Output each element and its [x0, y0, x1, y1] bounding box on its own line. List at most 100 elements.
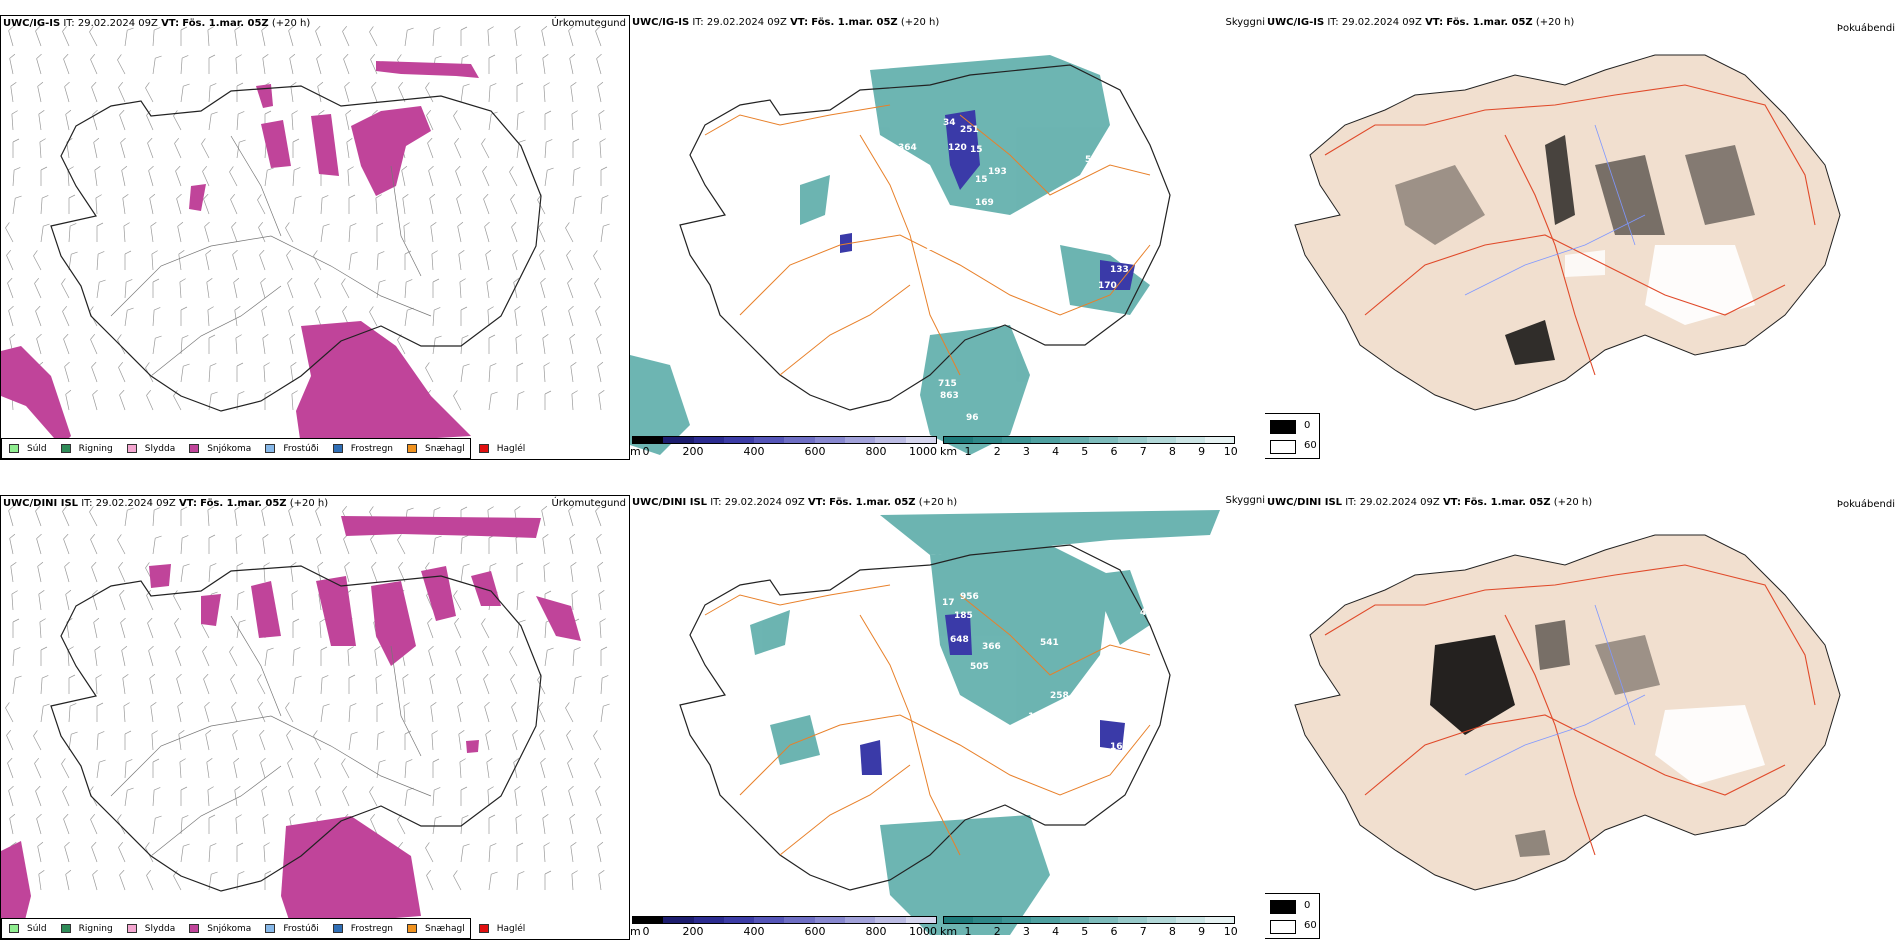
wind-barb — [487, 26, 494, 47]
wind-barb — [180, 535, 189, 555]
wind-barb — [208, 334, 216, 354]
visibility-value-label: 891 — [1045, 740, 1064, 750]
colorbar-tick: 800 — [865, 445, 887, 458]
wind-barb — [289, 533, 296, 555]
visibility-value-label: 120 — [948, 143, 967, 153]
wind-barb — [542, 334, 549, 355]
colorbar-tick: 3 — [1022, 925, 1030, 938]
wind-barb — [539, 249, 546, 271]
legend-item: Súld — [9, 924, 47, 934]
wind-barb — [68, 251, 78, 271]
legend-label: Snjókoma — [207, 443, 252, 454]
wind-barb — [457, 701, 464, 723]
wind-barb — [123, 222, 130, 243]
visibility-value-label: 155 — [1048, 211, 1067, 221]
wind-barb — [207, 506, 214, 527]
wind-barb — [342, 25, 350, 47]
coastline — [50, 565, 542, 892]
wind-barb — [234, 26, 241, 47]
parameter-label: Úrkomutegund — [551, 18, 626, 29]
wind-barb — [544, 390, 552, 410]
wind-barb — [178, 730, 185, 751]
legend-label: Súld — [27, 443, 47, 454]
wind-barb — [145, 82, 154, 103]
wind-barb — [571, 390, 578, 411]
colorbar-cell — [973, 917, 1002, 923]
colorbar-cell — [633, 437, 664, 443]
colorbar-cell — [754, 437, 785, 443]
wind-barb — [8, 785, 14, 807]
colorbar-cell — [845, 437, 876, 443]
wind-barb — [291, 390, 298, 411]
wind-barb — [68, 731, 78, 751]
legend-item: Slydda — [126, 444, 175, 454]
wind-barb — [8, 305, 14, 327]
wind-barb — [37, 81, 44, 103]
wind-barb — [231, 221, 238, 243]
wind-barb — [61, 278, 70, 299]
wind-barb — [432, 535, 442, 555]
colorbar-tick: 5 — [1081, 925, 1089, 938]
wind-barb — [596, 333, 602, 355]
colorbar-cell — [1205, 437, 1234, 443]
legend-item: Rigning — [60, 444, 113, 454]
wind-barb — [117, 534, 126, 555]
colorbar-cell — [814, 917, 846, 923]
wind-barb — [229, 166, 238, 187]
wind-barb — [288, 305, 294, 327]
wind-barb — [40, 195, 49, 215]
wind-barb — [459, 758, 466, 779]
panel-title: UWC/DINI ISL IT: 29.02.2024 09Z VT: Fös.… — [632, 497, 958, 508]
wind-barb — [92, 869, 98, 891]
wind-barb — [152, 787, 161, 807]
colorbar-tick: 6 — [1110, 445, 1118, 458]
wind-barb — [485, 729, 492, 751]
wind-barb — [12, 167, 21, 187]
wind-barb — [509, 646, 518, 667]
colorbar-tick: 400 — [743, 445, 765, 458]
wind-barb — [430, 222, 437, 243]
wind-barb — [568, 305, 574, 327]
wind-barb — [292, 618, 300, 638]
wind-barb — [206, 278, 213, 299]
wind-barb — [96, 702, 104, 722]
colorbar-tick: 8 — [1168, 925, 1176, 938]
wind-barb — [123, 702, 130, 723]
wind-barb — [565, 222, 574, 243]
colorbar-tick: 2 — [993, 445, 1001, 458]
wind-barb — [176, 673, 182, 695]
fog-value-60: 60 — [1304, 440, 1317, 451]
wind-barb — [40, 675, 49, 695]
visibility-value-label: 34 — [943, 118, 956, 128]
wind-barb — [38, 870, 45, 891]
wind-barb — [179, 278, 186, 299]
wind-barb — [509, 166, 518, 187]
wind-barb — [180, 843, 190, 863]
wind-barb — [208, 83, 217, 103]
wind-barb — [341, 758, 350, 779]
visibility-value-label: 477 — [895, 608, 914, 618]
wind-barb — [204, 221, 210, 243]
wind-barb — [94, 646, 101, 667]
wind-barb — [34, 277, 42, 299]
wind-barb — [453, 390, 462, 411]
precip-type-legend: Súld Rigning Slydda Snjókoma Frostúði Frostre… — [1, 438, 525, 459]
wind-barb — [568, 25, 574, 47]
wind-barb — [600, 703, 610, 723]
fog-swatch-60 — [1270, 440, 1296, 454]
wind-barb — [124, 787, 134, 807]
wind-barb — [35, 305, 42, 327]
wind-barb — [63, 813, 70, 835]
wind-barb — [39, 138, 46, 159]
wind-barb — [460, 306, 468, 326]
colorbar-cell — [723, 917, 755, 923]
wind-barb — [544, 870, 552, 890]
colorbar-cell — [663, 437, 694, 443]
wind-barb — [516, 619, 526, 639]
wind-barb — [203, 193, 210, 215]
visibility-value-label: 17 — [942, 598, 955, 608]
wind-barb — [89, 506, 98, 527]
wind-barb — [258, 221, 266, 243]
wind-barb — [95, 194, 102, 215]
wind-barb — [593, 250, 602, 271]
